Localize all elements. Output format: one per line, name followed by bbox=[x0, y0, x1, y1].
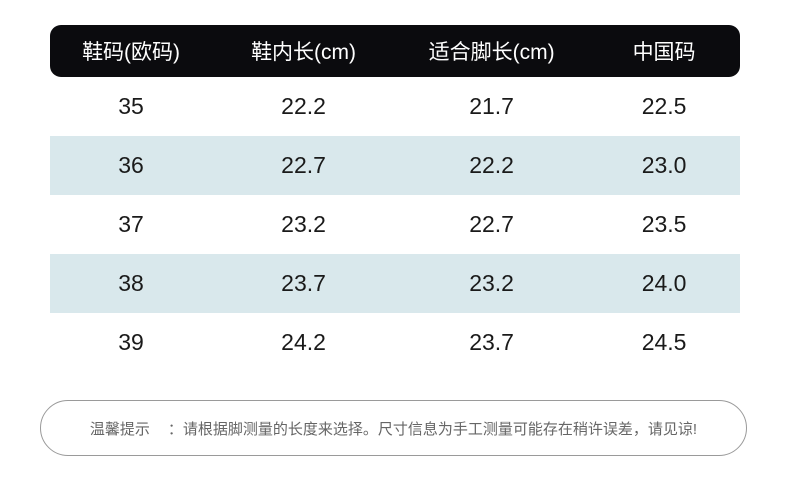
cn-size-value: 23.0 bbox=[641, 152, 687, 178]
foot-length-value: 22.7 bbox=[469, 211, 514, 237]
table-header-row: 鞋码(欧码) 鞋内长(cm) 适合脚长(cm) 中国码 bbox=[50, 25, 740, 77]
cn-size-value: 24.0 bbox=[641, 270, 687, 296]
insole-length-value: 23.2 bbox=[281, 211, 326, 237]
table-row: 39 24.2 23.7 24.5 bbox=[50, 313, 740, 372]
cn-size-value: 23.5 bbox=[641, 211, 687, 237]
foot-length-value: 23.2 bbox=[469, 270, 514, 296]
eu-size-value: 38 bbox=[118, 270, 144, 296]
eu-size-value: 39 bbox=[118, 329, 144, 355]
shoe-size-table: 鞋码(欧码) 鞋内长(cm) 适合脚长(cm) 中国码 35 22.2 21.7… bbox=[50, 25, 740, 372]
insole-length-value: 23.7 bbox=[281, 270, 326, 296]
warm-tip-label: 温馨提示 bbox=[89, 420, 150, 438]
column-header-insole-length: 鞋内长(cm) bbox=[251, 41, 357, 64]
eu-size-value: 37 bbox=[118, 211, 144, 237]
table-row: 38 23.7 23.2 24.0 bbox=[50, 254, 740, 313]
column-header-cn-size: 中国码 bbox=[632, 41, 696, 64]
foot-length-value: 23.7 bbox=[469, 329, 514, 355]
warm-tip-note: 温馨提示 ：请根据脚测量的长度来选择。尺寸信息为手工测量可能存在稍许误差，请见谅… bbox=[40, 400, 747, 456]
cn-size-value: 24.5 bbox=[641, 329, 687, 355]
table-row: 37 23.2 22.7 23.5 bbox=[50, 195, 740, 254]
column-header-foot-length: 适合脚长(cm) bbox=[428, 41, 555, 64]
column-header-eu-size: 鞋码(欧码) bbox=[82, 41, 181, 64]
insole-length-value: 22.7 bbox=[281, 152, 326, 178]
foot-length-value: 22.2 bbox=[469, 152, 514, 178]
insole-length-value: 22.2 bbox=[281, 93, 326, 119]
table-row: 36 22.7 22.2 23.0 bbox=[50, 136, 740, 195]
eu-size-value: 36 bbox=[118, 152, 144, 178]
insole-length-value: 24.2 bbox=[281, 329, 326, 355]
foot-length-value: 21.7 bbox=[469, 93, 514, 119]
cn-size-value: 22.5 bbox=[641, 93, 687, 119]
eu-size-value: 35 bbox=[118, 93, 144, 119]
table-row: 35 22.2 21.7 22.5 bbox=[50, 77, 740, 136]
warm-tip-text: ：请根据脚测量的长度来选择。尺寸信息为手工测量可能存在稍许误差，请见谅! bbox=[167, 420, 698, 438]
